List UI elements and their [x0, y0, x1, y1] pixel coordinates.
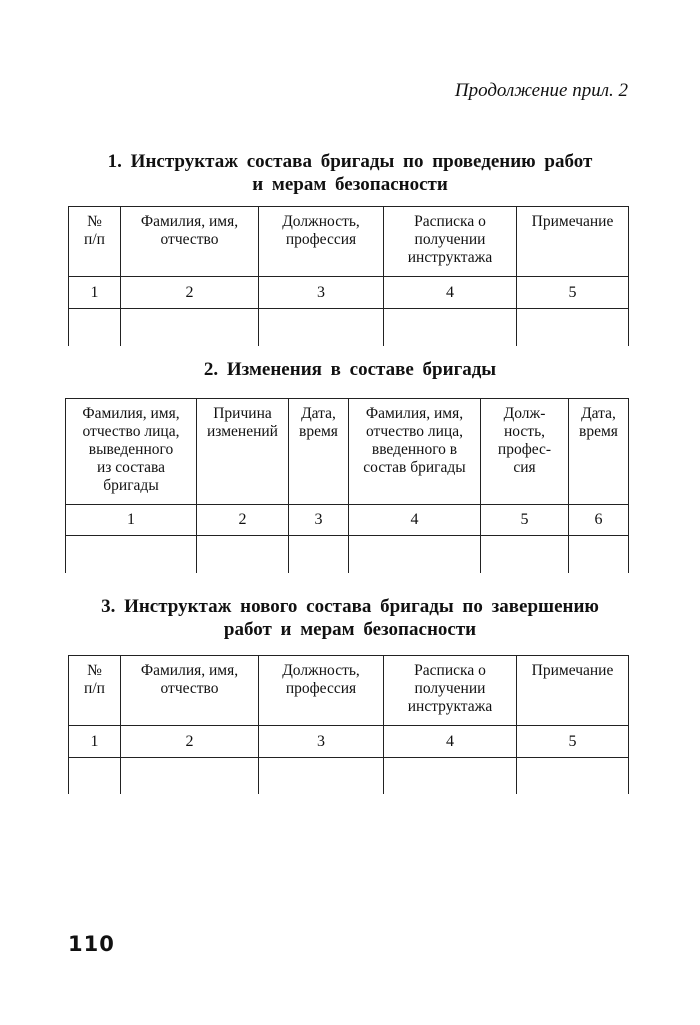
- empty-cell: [568, 535, 629, 573]
- section-3-title-line1: 3. Инструктаж нового состава бригады по …: [101, 596, 599, 617]
- column-number: 4: [383, 725, 517, 758]
- column-header: Причина изменений: [196, 398, 289, 505]
- empty-cell: [258, 757, 384, 794]
- empty-entry-row: [65, 535, 629, 573]
- column-header: Примечание: [516, 206, 629, 277]
- column-number: 5: [516, 725, 629, 758]
- empty-cell: [196, 535, 289, 573]
- column-header: Расписка о получении инструктажа: [383, 655, 517, 726]
- table-3: № п/п Фамилия, имя, отчество Должность, пр…: [68, 655, 629, 794]
- column-header: Расписка о получении инструктажа: [383, 206, 517, 277]
- column-header: Примечание: [516, 655, 629, 726]
- column-number: 4: [348, 504, 481, 536]
- section-2-title-line1: 2. Изменения в составе бригады: [203, 359, 497, 380]
- empty-cell: [258, 308, 384, 346]
- empty-cell: [480, 535, 569, 573]
- header-row: № п/п Фамилия, имя, отчество Должность, пр…: [68, 655, 629, 726]
- column-header: № п/п: [68, 206, 121, 277]
- empty-cell: [383, 308, 517, 346]
- column-header: № п/п: [68, 655, 121, 726]
- column-header: Дата, время: [288, 398, 349, 505]
- page-number: 110: [68, 932, 115, 956]
- column-number: 6: [568, 504, 629, 536]
- column-number: 3: [258, 276, 384, 309]
- column-number: 3: [258, 725, 384, 758]
- empty-cell: [383, 757, 517, 794]
- table-1: № п/п Фамилия, имя, отчество Должность, пр…: [68, 206, 629, 346]
- column-number: 1: [68, 725, 121, 758]
- continuation-label: Продолжение прил. 2: [454, 80, 628, 101]
- column-header: Фамилия, имя, отчество лица, введенного …: [348, 398, 481, 505]
- section-3-title: 3. Инструктаж нового состава бригады по …: [60, 595, 640, 641]
- column-number: 1: [65, 504, 197, 536]
- column-number: 2: [196, 504, 289, 536]
- section-1-title-line2: и мерам безопасности: [252, 174, 448, 195]
- column-header: Фамилия, имя, отчество: [120, 206, 259, 277]
- section-1-title-line1: 1. Инструктаж состава бригады по проведе…: [107, 151, 593, 172]
- header-row: Фамилия, имя, отчество лица, выведенного…: [65, 398, 629, 505]
- section-1-title: 1. Инструктаж состава бригады по проведе…: [60, 150, 640, 196]
- empty-cell: [288, 535, 349, 573]
- empty-cell: [68, 308, 121, 346]
- empty-cell: [348, 535, 481, 573]
- column-number: 5: [480, 504, 569, 536]
- section-2-title: 2. Изменения в составе бригады: [60, 358, 640, 381]
- column-header: Фамилия, имя, отчество лица, выведенного…: [65, 398, 197, 505]
- column-number: 1: [68, 276, 121, 309]
- column-header: Должность, профессия: [258, 206, 384, 277]
- column-header: Дата, время: [568, 398, 629, 505]
- column-header: Фамилия, имя, отчество: [120, 655, 259, 726]
- section-3-title-line2: работ и мерам безопасности: [223, 619, 477, 640]
- column-number: 2: [120, 725, 259, 758]
- column-number: 2: [120, 276, 259, 309]
- empty-cell: [120, 308, 259, 346]
- header-row: № п/п Фамилия, имя, отчество Должность, пр…: [68, 206, 629, 277]
- table-2: Фамилия, имя, отчество лица, выведенного…: [65, 398, 629, 573]
- empty-cell: [516, 757, 629, 794]
- empty-entry-row: [68, 308, 629, 346]
- column-header: Долж- ность, профес- сия: [480, 398, 569, 505]
- empty-cell: [65, 535, 197, 573]
- empty-cell: [516, 308, 629, 346]
- column-number: 4: [383, 276, 517, 309]
- empty-entry-row: [68, 757, 629, 794]
- empty-cell: [68, 757, 121, 794]
- column-number: 3: [288, 504, 349, 536]
- column-header: Должность, профессия: [258, 655, 384, 726]
- empty-cell: [120, 757, 259, 794]
- column-number: 5: [516, 276, 629, 309]
